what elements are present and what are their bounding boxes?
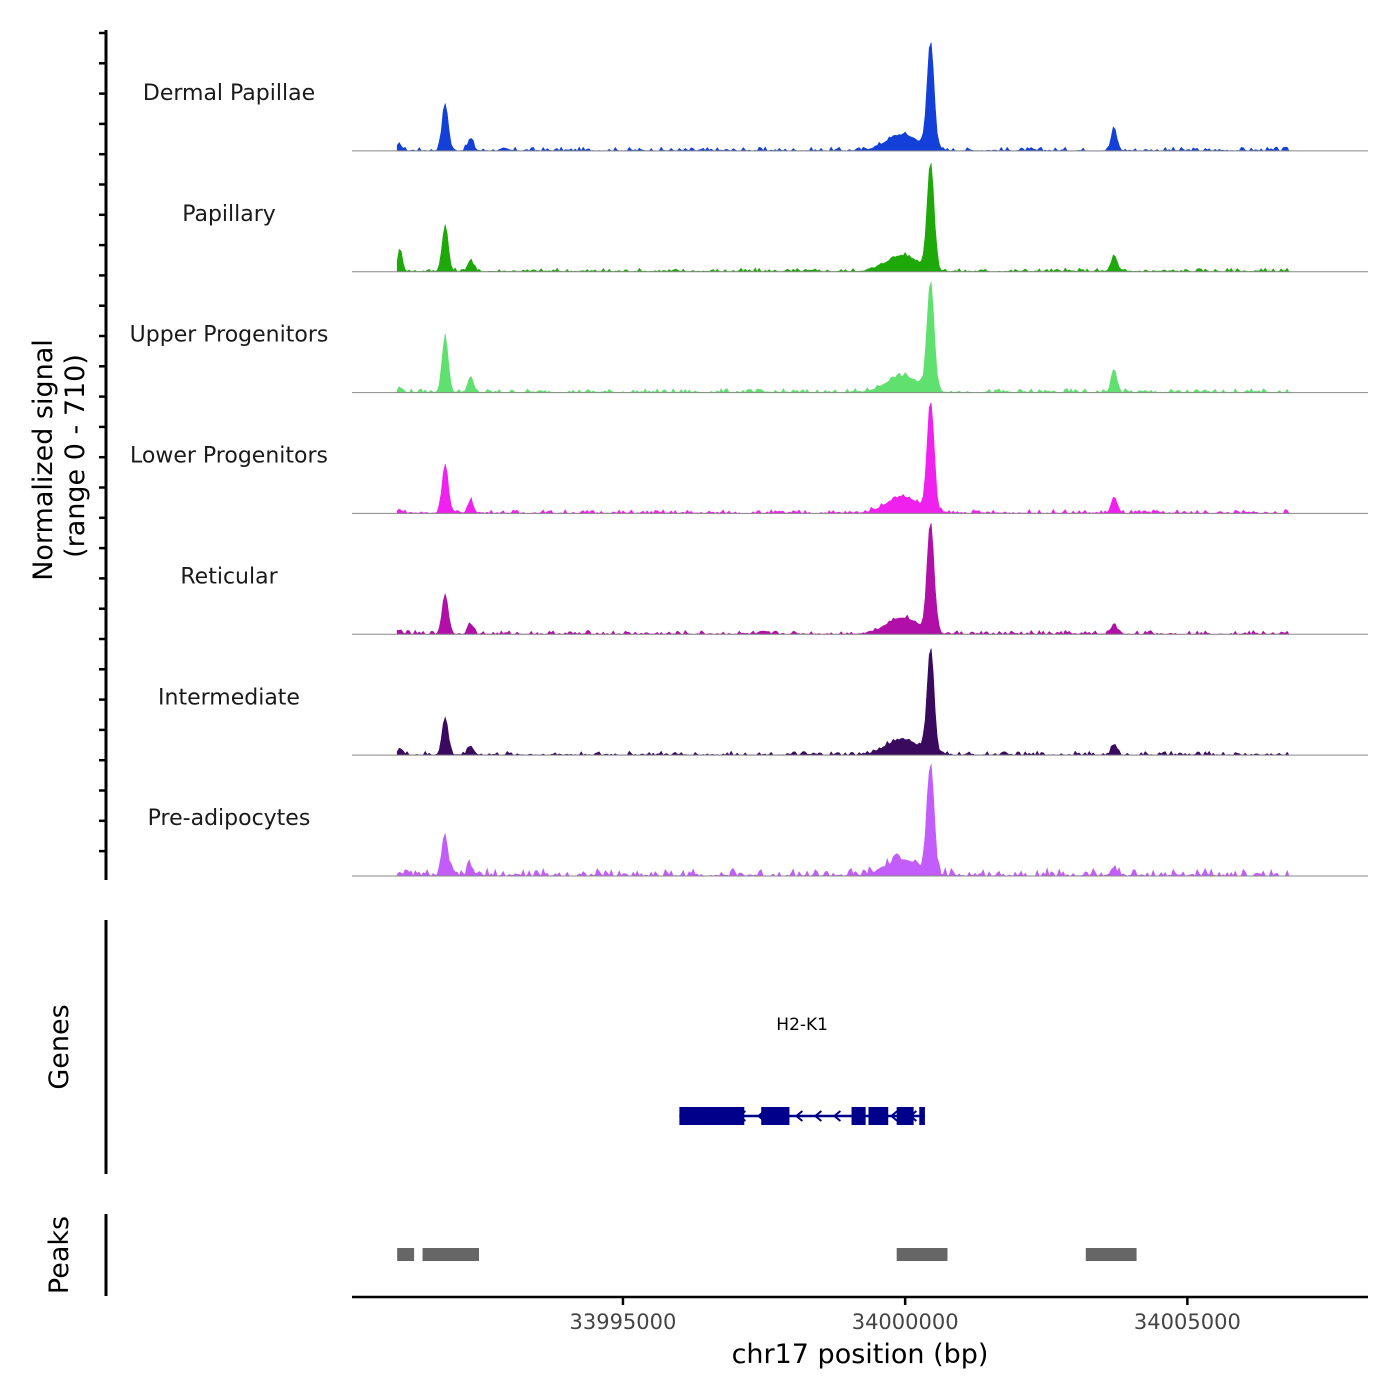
gene-exon bbox=[679, 1107, 745, 1125]
x-axis-tick-label: 34000000 bbox=[852, 1310, 959, 1334]
gene-label: H2-K1 bbox=[776, 1015, 828, 1035]
track-label: Lower Progenitors bbox=[130, 444, 328, 469]
peak-track bbox=[397, 1248, 1137, 1261]
peak-region bbox=[422, 1248, 479, 1261]
track-label: Intermediate bbox=[158, 685, 300, 710]
track-label: Dermal Papillae bbox=[143, 81, 315, 106]
coverage-area-6 bbox=[396, 648, 1290, 756]
strand-arrow bbox=[889, 1110, 899, 1122]
coverage-area-5 bbox=[396, 523, 1290, 635]
track-label: Papillary bbox=[182, 202, 276, 227]
genes-track-title: Genes bbox=[44, 1004, 75, 1089]
coverage-area-3 bbox=[396, 281, 1290, 394]
gene-exon bbox=[851, 1107, 866, 1125]
y-axis-title-line1: Normalized signal bbox=[28, 339, 59, 581]
coverage-area-7 bbox=[396, 763, 1290, 877]
gene-exon bbox=[919, 1107, 925, 1125]
peak-region bbox=[896, 1248, 948, 1261]
peak-region bbox=[397, 1248, 415, 1261]
strand-arrow bbox=[756, 1110, 766, 1122]
x-axis-tick-label: 34005000 bbox=[1134, 1310, 1241, 1334]
x-axis-title: chr17 position (bp) bbox=[732, 1339, 989, 1370]
y-axis-title-line2: (range 0 - 710) bbox=[60, 354, 91, 558]
peak-region bbox=[1085, 1248, 1137, 1261]
coverage-tracks: Dermal Papillae Papillary Upper Progenitor… bbox=[130, 42, 1368, 877]
strand-arrow bbox=[870, 1110, 880, 1122]
strand-arrow bbox=[737, 1110, 747, 1122]
track-label: Pre-adipocytes bbox=[148, 806, 311, 831]
peaks-track-title: Peaks bbox=[44, 1216, 75, 1294]
coverage-area-2 bbox=[396, 163, 1290, 273]
strand-arrow bbox=[813, 1110, 823, 1122]
coverage-area-1 bbox=[396, 42, 1290, 152]
x-axis: 33995000 34000000 34005000 bbox=[569, 1297, 1241, 1334]
strand-arrow bbox=[775, 1110, 785, 1122]
signal-axis bbox=[99, 30, 108, 880]
x-axis-tick-label: 33995000 bbox=[569, 1310, 676, 1334]
gene-track: H2-K1 bbox=[679, 1015, 925, 1125]
strand-arrow bbox=[832, 1110, 842, 1122]
track-label: Upper Progenitors bbox=[130, 323, 329, 348]
gene-exon bbox=[761, 1107, 790, 1125]
gene-exon bbox=[896, 1107, 914, 1125]
track-label: Reticular bbox=[180, 564, 278, 589]
strand-arrow bbox=[794, 1110, 804, 1122]
gene-exon bbox=[868, 1107, 889, 1125]
strand-arrow bbox=[908, 1110, 918, 1122]
coverage-area-4 bbox=[396, 402, 1290, 514]
strand-arrow bbox=[851, 1110, 861, 1122]
